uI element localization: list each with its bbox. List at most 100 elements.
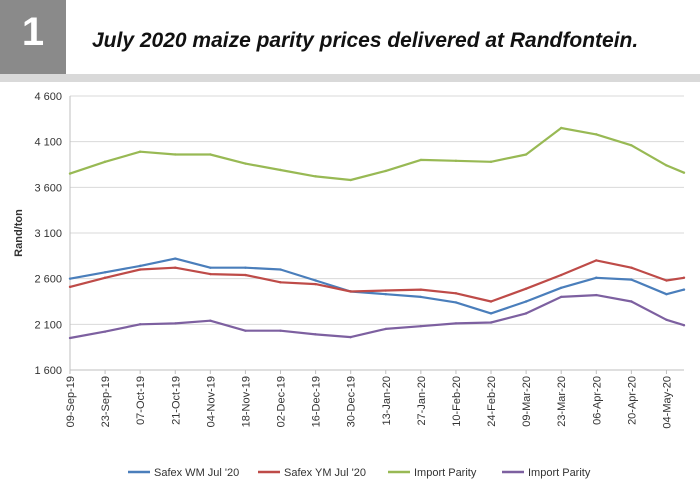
series-3-point bbox=[314, 175, 317, 178]
title-bar bbox=[66, 0, 700, 74]
series-3-point bbox=[560, 126, 563, 130]
series-2-point bbox=[174, 266, 177, 269]
series-4-point bbox=[489, 321, 493, 324]
figure-number-badge: 1 bbox=[0, 0, 66, 74]
series-3-point bbox=[349, 178, 352, 182]
series-1-point bbox=[595, 276, 598, 279]
x-tick-label: 07-Oct-19 bbox=[135, 376, 147, 425]
series-4-point bbox=[630, 300, 633, 303]
y-tick-label: 3 100 bbox=[34, 228, 62, 240]
series-3-point bbox=[279, 168, 282, 172]
series-2-point bbox=[349, 290, 352, 293]
x-tick-label: 04-Nov-19 bbox=[205, 376, 217, 427]
x-tick-label: 23-Sep-19 bbox=[100, 376, 112, 427]
x-tick-label: 20-Apr-20 bbox=[626, 376, 638, 425]
series-2-point bbox=[560, 273, 563, 277]
series-3-point bbox=[174, 153, 177, 156]
series-1-point bbox=[384, 292, 387, 296]
series-4-point bbox=[384, 327, 387, 331]
series-3-point bbox=[682, 171, 686, 174]
x-tick-label: 16-Dec-19 bbox=[311, 376, 323, 427]
series-1-point bbox=[454, 301, 458, 304]
series-4-point bbox=[595, 293, 598, 297]
series-1-point bbox=[209, 266, 212, 269]
series-3-point bbox=[454, 159, 458, 163]
series-3-point bbox=[209, 153, 212, 156]
legend-label-3: Import Parity bbox=[414, 467, 477, 479]
series-1-point bbox=[524, 300, 528, 303]
series-2-point bbox=[524, 287, 528, 290]
series-line-3 bbox=[69, 126, 685, 182]
series-3-point bbox=[384, 169, 387, 173]
series-3-point bbox=[103, 160, 107, 163]
series-3-point bbox=[419, 158, 423, 162]
series-2-point bbox=[682, 276, 686, 279]
series-3-point bbox=[68, 172, 72, 175]
series-2-point bbox=[68, 285, 72, 289]
x-tick-label: 24-Feb-20 bbox=[486, 376, 498, 427]
x-tick-label: 27-Jan-20 bbox=[416, 376, 428, 426]
series-4-point bbox=[419, 324, 423, 328]
series-1-point bbox=[68, 277, 72, 280]
x-tick-label: 23-Mar-20 bbox=[556, 376, 568, 427]
x-tick-label: 06-Apr-20 bbox=[591, 376, 603, 425]
series-2-point bbox=[454, 292, 458, 295]
series-4-point bbox=[138, 323, 142, 326]
series-2-point bbox=[103, 276, 107, 279]
series-1-point bbox=[244, 266, 247, 269]
series-2-point bbox=[665, 279, 668, 282]
series-1-point bbox=[138, 264, 142, 268]
series-4-point bbox=[209, 319, 212, 322]
y-tick-label: 1 600 bbox=[34, 365, 62, 377]
y-tick-label: 3 600 bbox=[34, 182, 62, 194]
series-4-point bbox=[349, 335, 352, 339]
series-3-point bbox=[138, 150, 142, 153]
x-tick-label: 09-Mar-20 bbox=[521, 376, 533, 427]
x-tick-label: 04-May-20 bbox=[661, 376, 673, 429]
series-2-point bbox=[419, 288, 423, 291]
series-3-point bbox=[524, 153, 528, 156]
series-3-point bbox=[244, 162, 247, 165]
series-4-point bbox=[524, 312, 528, 315]
y-tick-label: 4 100 bbox=[34, 137, 62, 149]
y-tick-label: 2 100 bbox=[34, 319, 62, 331]
legend-label-4: Import Parity bbox=[528, 467, 591, 479]
series-1-point bbox=[419, 295, 423, 299]
x-tick-label: 10-Feb-20 bbox=[451, 376, 463, 427]
series-2-point bbox=[314, 282, 317, 286]
series-4-point bbox=[103, 330, 107, 333]
legend-label-1: Safex WM Jul '20 bbox=[154, 467, 239, 479]
series-4-point bbox=[454, 322, 458, 325]
series-1-point bbox=[682, 288, 686, 291]
legend-label-2: Safex YM Jul '20 bbox=[284, 467, 366, 479]
x-tick-label: 09-Sep-19 bbox=[65, 376, 77, 427]
series-3-point bbox=[630, 144, 633, 147]
series-1-point bbox=[560, 286, 563, 289]
series-1-point bbox=[489, 312, 493, 315]
series-3-point bbox=[595, 133, 598, 136]
chart-title: July 2020 maize parity prices delivered … bbox=[92, 29, 639, 52]
series-2-point bbox=[595, 259, 598, 262]
series-2-point bbox=[279, 281, 282, 284]
x-tick-label: 13-Jan-20 bbox=[381, 376, 393, 426]
series-4-point bbox=[682, 324, 686, 327]
y-tick-label: 4 600 bbox=[34, 91, 62, 103]
series-4-point bbox=[244, 329, 247, 332]
series-2-point bbox=[244, 273, 247, 277]
series-1-point bbox=[665, 292, 668, 296]
chart-panel bbox=[0, 82, 700, 496]
series-3-point bbox=[489, 160, 493, 163]
series-2-point bbox=[489, 300, 493, 303]
series-4-point bbox=[174, 322, 177, 325]
series-2-point bbox=[209, 272, 212, 276]
x-tick-label: 18-Nov-19 bbox=[240, 376, 252, 427]
series-line-4 bbox=[69, 294, 685, 340]
series-1-point bbox=[314, 279, 317, 282]
series-4-point bbox=[68, 336, 72, 340]
y-axis-label: Rand/ton bbox=[13, 209, 25, 257]
x-tick-label: 30-Dec-19 bbox=[346, 376, 358, 427]
series-1-point bbox=[630, 278, 633, 281]
figure-number: 1 bbox=[21, 10, 45, 54]
series-4-point bbox=[314, 333, 317, 336]
series-4-point bbox=[560, 295, 563, 299]
